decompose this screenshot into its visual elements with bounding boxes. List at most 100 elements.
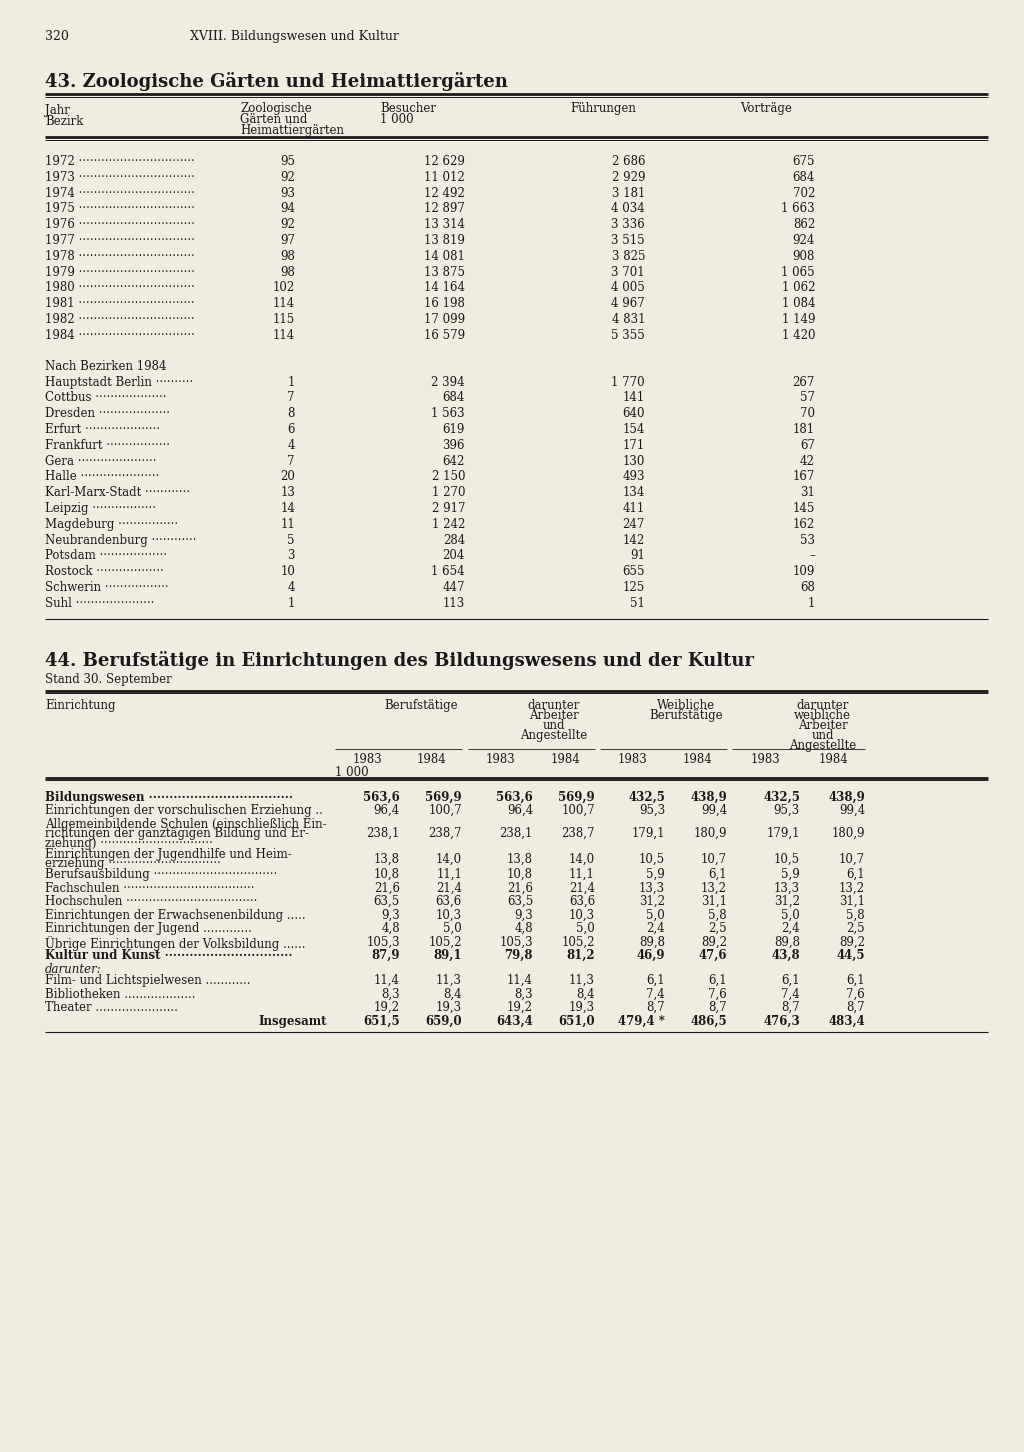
Text: 1984: 1984	[550, 752, 580, 765]
Text: 493: 493	[623, 470, 645, 484]
Text: 651,5: 651,5	[364, 1015, 400, 1028]
Text: 14 081: 14 081	[424, 250, 465, 263]
Text: 31,1: 31,1	[839, 894, 865, 908]
Text: Arbeiter: Arbeiter	[798, 719, 848, 732]
Text: 1984 ·······························: 1984 ·······························	[45, 328, 195, 341]
Text: 95,3: 95,3	[639, 804, 665, 817]
Text: 162: 162	[793, 518, 815, 531]
Text: 2,4: 2,4	[646, 922, 665, 935]
Text: 1 062: 1 062	[781, 282, 815, 295]
Text: 643,4: 643,4	[497, 1015, 534, 1028]
Text: Potsdam ··················: Potsdam ··················	[45, 549, 167, 562]
Text: 46,9: 46,9	[637, 950, 665, 963]
Text: 43. Zoologische Gärten und Heimattiergärten: 43. Zoologische Gärten und Heimattiergär…	[45, 73, 508, 91]
Text: 1 149: 1 149	[781, 314, 815, 327]
Text: 98: 98	[281, 250, 295, 263]
Text: 63,5: 63,5	[507, 894, 534, 908]
Text: 5,0: 5,0	[443, 922, 462, 935]
Text: 569,9: 569,9	[425, 790, 462, 803]
Text: 2 686: 2 686	[611, 155, 645, 168]
Text: 1983: 1983	[485, 752, 515, 765]
Text: 8,7: 8,7	[646, 1000, 665, 1013]
Text: Kultur und Kunst ·······························: Kultur und Kunst ·······················…	[45, 950, 293, 963]
Text: Arbeiter: Arbeiter	[529, 709, 579, 722]
Text: 9,3: 9,3	[514, 909, 534, 922]
Text: 96,4: 96,4	[374, 804, 400, 817]
Text: 7,4: 7,4	[646, 987, 665, 1000]
Text: 19,3: 19,3	[569, 1000, 595, 1013]
Text: 97: 97	[280, 234, 295, 247]
Text: 486,5: 486,5	[690, 1015, 727, 1028]
Text: Theater ......................: Theater ......................	[45, 1000, 178, 1013]
Text: 10,8: 10,8	[507, 868, 534, 881]
Text: weibliche: weibliche	[794, 709, 851, 722]
Text: 11,1: 11,1	[436, 868, 462, 881]
Text: 1 654: 1 654	[431, 565, 465, 578]
Text: 8: 8	[288, 407, 295, 420]
Text: 862: 862	[793, 218, 815, 231]
Text: Berufstätige: Berufstätige	[384, 698, 458, 711]
Text: Schwerin ·················: Schwerin ·················	[45, 581, 169, 594]
Text: Insgesamt: Insgesamt	[258, 1015, 327, 1028]
Text: 91: 91	[630, 549, 645, 562]
Text: 4 034: 4 034	[611, 202, 645, 215]
Text: 11,3: 11,3	[436, 974, 462, 987]
Text: 11,1: 11,1	[569, 868, 595, 881]
Text: 100,7: 100,7	[428, 804, 462, 817]
Text: 2 929: 2 929	[611, 171, 645, 184]
Text: 5,9: 5,9	[646, 868, 665, 881]
Text: 31: 31	[800, 486, 815, 499]
Text: 14,0: 14,0	[436, 852, 462, 865]
Text: 320: 320	[45, 30, 69, 44]
Text: 12 897: 12 897	[424, 202, 465, 215]
Text: 179,1: 179,1	[767, 828, 800, 841]
Text: 114: 114	[272, 328, 295, 341]
Text: 92: 92	[281, 171, 295, 184]
Text: ziehung) ······························: ziehung) ······························	[45, 836, 213, 849]
Text: 181: 181	[793, 423, 815, 436]
Text: darunter:: darunter:	[45, 963, 101, 976]
Text: 8,4: 8,4	[577, 987, 595, 1000]
Text: Leipzig ·················: Leipzig ·················	[45, 502, 156, 515]
Text: 569,9: 569,9	[558, 790, 595, 803]
Text: Stand 30. September: Stand 30. September	[45, 672, 172, 685]
Text: 675: 675	[793, 155, 815, 168]
Text: 43,8: 43,8	[771, 950, 800, 963]
Text: 11,4: 11,4	[374, 974, 400, 987]
Text: und: und	[543, 719, 565, 732]
Text: 142: 142	[623, 533, 645, 546]
Text: 4,8: 4,8	[381, 922, 400, 935]
Text: 89,8: 89,8	[639, 935, 665, 948]
Text: 113: 113	[442, 597, 465, 610]
Text: 1 770: 1 770	[611, 376, 645, 389]
Text: 145: 145	[793, 502, 815, 515]
Text: 8,3: 8,3	[514, 987, 534, 1000]
Text: 11: 11	[281, 518, 295, 531]
Text: 20: 20	[281, 470, 295, 484]
Text: Rostock ··················: Rostock ··················	[45, 565, 164, 578]
Text: 98: 98	[281, 266, 295, 279]
Text: 14,0: 14,0	[569, 852, 595, 865]
Text: 642: 642	[442, 454, 465, 468]
Text: 5: 5	[288, 533, 295, 546]
Text: 31,2: 31,2	[639, 894, 665, 908]
Text: 171: 171	[623, 439, 645, 452]
Text: 21,6: 21,6	[507, 881, 534, 894]
Text: 96,4: 96,4	[507, 804, 534, 817]
Text: 1984: 1984	[818, 752, 848, 765]
Text: 11,4: 11,4	[507, 974, 534, 987]
Text: 7: 7	[288, 392, 295, 405]
Text: 95: 95	[280, 155, 295, 168]
Text: 105,2: 105,2	[428, 935, 462, 948]
Text: 563,6: 563,6	[364, 790, 400, 803]
Text: 99,4: 99,4	[700, 804, 727, 817]
Text: 8,3: 8,3	[381, 987, 400, 1000]
Text: Berufstätige: Berufstätige	[649, 709, 723, 722]
Text: Nach Bezirken 1984: Nach Bezirken 1984	[45, 360, 167, 373]
Text: 1983: 1983	[752, 752, 781, 765]
Text: 63,6: 63,6	[568, 894, 595, 908]
Text: 4: 4	[288, 581, 295, 594]
Text: 57: 57	[800, 392, 815, 405]
Text: 87,9: 87,9	[372, 950, 400, 963]
Text: 1976 ·······························: 1976 ·······························	[45, 218, 195, 231]
